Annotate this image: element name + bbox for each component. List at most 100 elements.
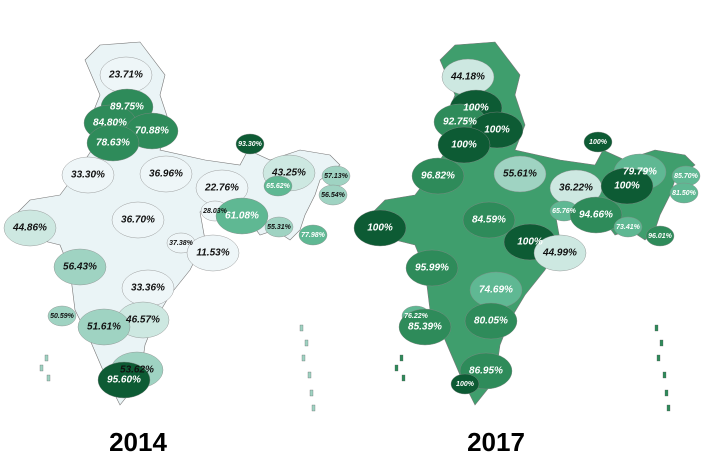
- state-value-label: 77.98%: [301, 232, 326, 239]
- state-value-label: 100%: [367, 223, 393, 234]
- island: [401, 374, 406, 382]
- island: [299, 324, 304, 332]
- year-label: 2014: [109, 427, 167, 457]
- state-region: [139, 155, 193, 193]
- state-region: [411, 157, 465, 195]
- state-value-label: 89.75%: [110, 102, 144, 113]
- state-region: [464, 302, 518, 340]
- state-value-label: 73.41%: [616, 224, 641, 231]
- state-value-label: 96.01%: [648, 233, 673, 240]
- state-value-label: 100%: [484, 125, 510, 136]
- state-region: [235, 133, 265, 155]
- state-value-label: 94.66%: [579, 210, 613, 221]
- state-value-label: 23.71%: [108, 70, 143, 81]
- island: [662, 371, 667, 379]
- state-value-label: 85.39%: [408, 322, 442, 333]
- state-value-label: 44.18%: [450, 72, 485, 83]
- state-value-label: 46.57%: [125, 315, 160, 326]
- state-region: [3, 209, 57, 247]
- state-value-label: 95.60%: [107, 375, 141, 386]
- state-value-label: 84.80%: [93, 118, 127, 129]
- state-region: [405, 249, 459, 287]
- state-region: [186, 234, 240, 272]
- state-value-label: 93.30%: [238, 141, 263, 148]
- state-region: [77, 308, 131, 346]
- state-value-label: 33.36%: [131, 283, 165, 294]
- state-region: [613, 216, 643, 238]
- island: [656, 354, 661, 362]
- state-region: [53, 248, 107, 286]
- state-value-label: 95.99%: [415, 263, 449, 274]
- state-value-label: 84.59%: [472, 215, 506, 226]
- state-region: [600, 167, 654, 205]
- state-region: [111, 201, 165, 239]
- state-region: [645, 225, 675, 247]
- state-value-label: 36.22%: [559, 183, 593, 194]
- island: [654, 324, 659, 332]
- state-value-label: 36.96%: [149, 169, 183, 180]
- state-value-label: 100%: [614, 181, 640, 192]
- state-region: [462, 201, 516, 239]
- state-region: [47, 305, 77, 327]
- state-value-label: 76.22%: [404, 313, 429, 320]
- state-region: [450, 373, 480, 395]
- state-value-label: 22.76%: [204, 183, 239, 194]
- island: [394, 364, 399, 372]
- state-value-label: 37.38%: [169, 240, 194, 247]
- state-value-label: 44.99%: [542, 248, 577, 259]
- island: [659, 339, 664, 347]
- country-outline: [369, 41, 696, 406]
- state-value-label: 79.79%: [623, 167, 657, 178]
- island: [666, 404, 671, 412]
- state-value-label: 74.69%: [479, 285, 513, 296]
- state-region: [264, 216, 294, 238]
- island: [309, 389, 314, 397]
- island: [39, 364, 44, 372]
- state-value-label: 81.50%: [672, 190, 697, 197]
- state-value-label: 11.53%: [196, 248, 229, 259]
- state-value-label: 51.61%: [87, 322, 121, 333]
- state-value-label: 61.08%: [225, 211, 259, 222]
- island: [311, 404, 316, 412]
- state-value-label: 80.05%: [474, 316, 508, 327]
- state-value-label: 70.88%: [135, 126, 169, 137]
- state-region: [298, 224, 328, 246]
- state-value-label: 44.86%: [12, 223, 47, 234]
- year-label: 2017: [467, 427, 525, 457]
- state-region: [437, 126, 491, 164]
- state-value-label: 86.95%: [469, 366, 503, 377]
- island: [46, 374, 51, 382]
- map-2014: 23.71% 89.75% 84.80% 70.88% 78.63% 93.30% 33.3…: [3, 41, 351, 412]
- state-region: [493, 155, 547, 193]
- state-value-label: 100%: [589, 139, 608, 146]
- state-value-label: 50.59%: [50, 313, 75, 320]
- island: [304, 339, 309, 347]
- state-value-label: 56.54%: [321, 192, 346, 199]
- state-region: [669, 182, 699, 204]
- state-value-label: 57.13%: [324, 173, 349, 180]
- state-value-label: 92.75%: [443, 117, 477, 128]
- state-region: [533, 234, 587, 272]
- state-region: [97, 361, 151, 399]
- island: [301, 354, 306, 362]
- state-value-label: 100%: [451, 140, 477, 151]
- state-region: [215, 197, 269, 235]
- state-value-label: 36.70%: [121, 215, 155, 226]
- state-region: [263, 175, 293, 197]
- island: [664, 389, 669, 397]
- state-value-label: 55.61%: [503, 169, 537, 180]
- state-value-label: 78.63%: [96, 138, 130, 149]
- state-region: [398, 308, 452, 346]
- state-value-label: 56.43%: [63, 262, 97, 273]
- state-value-label: 100%: [456, 381, 475, 388]
- state-value-label: 65.62%: [266, 183, 291, 190]
- state-value-label: 65.76%: [552, 208, 577, 215]
- island: [307, 371, 312, 379]
- island: [44, 354, 49, 362]
- island: [399, 354, 404, 362]
- state-region: [86, 124, 140, 162]
- state-value-label: 28.03%: [202, 208, 228, 215]
- state-value-label: 100%: [517, 237, 543, 248]
- state-value-label: 43.25%: [271, 168, 306, 179]
